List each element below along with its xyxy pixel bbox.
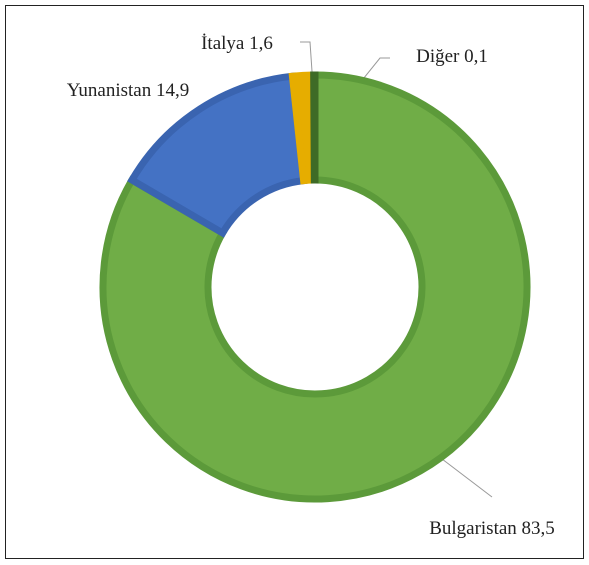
value-label: 83,5 bbox=[522, 518, 555, 539]
category-name: Diğer bbox=[416, 46, 460, 67]
donut-segment bbox=[99, 71, 531, 503]
donut-segment bbox=[127, 72, 308, 238]
data-label: Diğer 0,1 bbox=[416, 46, 488, 67]
value-label: 1,6 bbox=[249, 33, 273, 54]
data-label: İtalya 1,6 bbox=[201, 33, 273, 54]
category-name: Yunanistan bbox=[67, 80, 152, 101]
donut-segment bbox=[310, 71, 319, 184]
category-name: Bulgaristan bbox=[429, 518, 517, 539]
data-label: Yunanistan 14,9 bbox=[67, 80, 189, 101]
value-label: 14,9 bbox=[156, 80, 189, 101]
category-name: İtalya bbox=[201, 33, 245, 54]
data-label: Bulgaristan 83,5 bbox=[429, 518, 555, 539]
value-label: 0,1 bbox=[464, 46, 488, 67]
